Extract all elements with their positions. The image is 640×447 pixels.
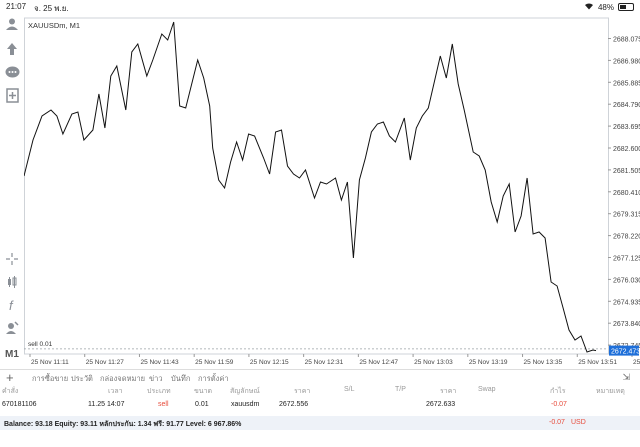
x-tick-label: 25 Nov 14:07: [633, 359, 640, 366]
x-tick-label: 25 Nov 11:27: [86, 359, 125, 366]
header-order: คำสั่ง: [2, 388, 19, 395]
header-time: เวลา: [108, 388, 123, 395]
add-icon[interactable]: +: [6, 370, 14, 385]
tab-mailbox[interactable]: กล่องจดหมาย: [100, 374, 146, 383]
plot-frame: [24, 17, 609, 355]
y-tick-label: 2673.840: [613, 321, 640, 328]
order-type: sell: [158, 401, 169, 408]
collapse-icon[interactable]: ⇲: [622, 372, 630, 382]
objects-icon[interactable]: [4, 320, 20, 336]
timeframe-button[interactable]: M1: [5, 348, 19, 360]
tab-news[interactable]: ข่าว: [149, 374, 163, 383]
order-size: 0.01: [195, 401, 209, 408]
header-tp: T/P: [395, 386, 406, 393]
tab-trade[interactable]: การซื้อขาย: [32, 374, 69, 383]
wifi-icon: [584, 2, 594, 12]
x-tick-label: 25 Nov 13:03: [414, 359, 453, 366]
candle-type-icon[interactable]: [4, 274, 20, 290]
header-profit: กำไร: [550, 388, 566, 395]
balance-summary: Balance: 93.18 Equity: 93.11 หลักประกัน:…: [4, 421, 242, 428]
status-date: จ. 25 พ.ย.: [34, 4, 69, 13]
symbol-title: XAUUSDm, M1: [28, 21, 80, 30]
y-tick-label: 2686.980: [613, 58, 640, 65]
y-tick-label: 2683.695: [613, 124, 640, 131]
status-time: 21:07: [6, 2, 27, 11]
x-tick-label: 25 Nov 13:51: [578, 359, 617, 366]
y-tick-label: 2679.315: [613, 212, 640, 219]
chart-sidebar: f M1: [0, 14, 24, 369]
tab-settings[interactable]: การตั้งค่า: [198, 374, 229, 383]
x-tick-label: 25 Nov 12:31: [305, 359, 344, 366]
y-tick-label: 2685.885: [613, 80, 640, 87]
y-tick-label: 2680.410: [613, 190, 640, 197]
order-price: 2672.556: [279, 401, 309, 408]
status-right: 48%: [584, 2, 634, 12]
order-id: 670181106: [2, 401, 37, 408]
header-note: หมายเหตุ: [596, 388, 625, 395]
y-tick-label: 2678.220: [613, 234, 640, 241]
price-chart[interactable]: 2688.075 2686.980 2685.885 2684.790 2683.695…: [23, 14, 640, 369]
profit-currency: USD: [571, 419, 586, 426]
y-tick-label: 2677.125: [613, 256, 640, 263]
current-price-label: 2672.473: [611, 349, 640, 356]
y-tick-label: 2674.935: [613, 299, 640, 306]
order-current-price: 2672.633: [426, 401, 456, 408]
table-row[interactable]: 670181106 11.25 14:07 sell 0.01 xauusdm …: [0, 401, 640, 414]
battery-percent: 48%: [597, 2, 614, 12]
price-series-line: [23, 21, 597, 353]
orders-header: คำสั่ง เวลา ประเภท ขนาด สัญลักษณ์ ราคา S…: [0, 386, 640, 398]
header-swap: Swap: [478, 386, 496, 393]
y-tick-label: 2681.505: [613, 168, 640, 175]
sell-order-label: sell 0.01: [28, 341, 53, 348]
chart-svg[interactable]: 2688.075 2686.980 2685.885 2684.790 2683.695…: [23, 14, 640, 369]
trade-up-icon[interactable]: [4, 41, 20, 57]
x-tick-label: 25 Nov 12:15: [250, 359, 289, 366]
y-tick-label: 2684.790: [613, 102, 640, 109]
x-tick-label: 25 Nov 11:43: [140, 359, 179, 366]
svg-text:f: f: [9, 298, 14, 312]
current-price-tag: [609, 345, 639, 356]
chat-icon[interactable]: [4, 64, 20, 80]
x-tick-label: 25 Nov 11:59: [195, 359, 234, 366]
header-type: ประเภท: [147, 388, 171, 395]
order-time: 11.25 14:07: [88, 401, 125, 408]
balance-bar: Balance: 93.18 Equity: 93.11 หลักประกัน:…: [0, 416, 640, 430]
y-tick-label: 2688.075: [613, 37, 640, 44]
y-tick-label: 2682.600: [613, 146, 640, 153]
header-symbol: สัญลักษณ์: [230, 388, 260, 395]
x-tick-label: 25 Nov 11:11: [31, 359, 69, 366]
total-profit: -0.07: [549, 419, 565, 426]
header-price: ราคา: [294, 388, 311, 395]
new-order-icon[interactable]: [4, 87, 20, 103]
tab-history[interactable]: ประวัติ: [71, 374, 93, 383]
x-tick-label: 25 Nov 13:19: [469, 359, 508, 366]
battery-icon: [618, 3, 634, 11]
header-current-price: ราคา: [440, 388, 457, 395]
header-sl: S/L: [344, 386, 355, 393]
indicator-icon[interactable]: f: [4, 297, 20, 313]
header-size: ขนาด: [194, 388, 213, 395]
x-tick-label: 25 Nov 12:47: [359, 359, 398, 366]
tab-journal[interactable]: บันทึก: [171, 374, 191, 383]
order-symbol: xauusdm: [231, 401, 260, 408]
bottom-tabs: + การซื้อขาย ประวัติ กล่องจดหมาย ข่าว บั…: [0, 369, 640, 385]
account-icon[interactable]: [4, 16, 20, 32]
x-tick-label: 25 Nov 13:35: [524, 359, 563, 366]
order-profit: -0.07: [551, 401, 567, 408]
crosshair-icon[interactable]: [4, 251, 20, 267]
y-tick-label: 2676.030: [613, 277, 640, 284]
status-bar: 21:07 จ. 25 พ.ย. 48%: [0, 0, 640, 14]
